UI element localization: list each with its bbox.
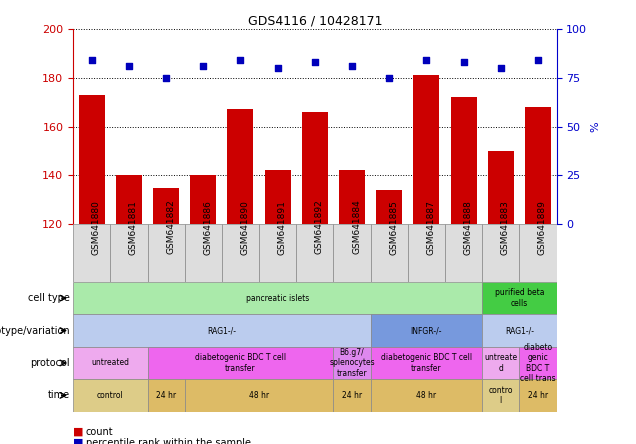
Text: GSM641888: GSM641888	[464, 200, 473, 254]
Bar	[520, 379, 556, 412]
Text: diabeto
genic
BDC T
cell trans: diabeto genic BDC T cell trans	[520, 343, 556, 383]
Text: GSM641882: GSM641882	[166, 200, 175, 254]
Text: diabetogenic BDC T cell
transfer: diabetogenic BDC T cell transfer	[195, 353, 286, 373]
Text: percentile rank within the sample: percentile rank within the sample	[86, 438, 251, 444]
Point	[124, 63, 134, 70]
Text: purified beta
cells: purified beta cells	[495, 289, 544, 308]
Text: 48 hr: 48 hr	[417, 391, 436, 400]
Y-axis label: %: %	[590, 121, 600, 132]
Text: GSM641892: GSM641892	[315, 200, 324, 254]
Text: contro
l: contro l	[488, 386, 513, 405]
Bar	[110, 224, 148, 282]
Bar	[371, 379, 482, 412]
Bar	[482, 224, 520, 282]
Text: GSM641884: GSM641884	[352, 200, 361, 254]
Point	[384, 74, 394, 81]
Bar	[73, 224, 110, 282]
Text: untreate
d: untreate d	[484, 353, 517, 373]
Bar	[153, 187, 179, 224]
Text: diabetogenic BDC T cell
transfer: diabetogenic BDC T cell transfer	[381, 353, 472, 373]
Point	[495, 64, 506, 71]
Text: GSM641891: GSM641891	[278, 200, 287, 254]
Bar	[408, 224, 445, 282]
Bar	[371, 314, 482, 347]
Text: GSM641880: GSM641880	[92, 200, 100, 254]
Text: 24 hr: 24 hr	[528, 391, 548, 400]
Bar	[445, 224, 482, 282]
Bar	[450, 97, 476, 224]
Text: RAG1-/-: RAG1-/-	[505, 326, 534, 335]
Bar	[520, 347, 556, 379]
Text: cell type: cell type	[28, 293, 70, 303]
Bar	[222, 224, 259, 282]
Text: B6.g7/
splenocytes
transfer: B6.g7/ splenocytes transfer	[329, 348, 375, 378]
Text: untreated: untreated	[92, 358, 129, 368]
Bar	[339, 170, 365, 224]
Text: GSM641886: GSM641886	[204, 200, 212, 254]
Bar	[190, 175, 216, 224]
Bar	[79, 95, 105, 224]
Point	[235, 56, 245, 63]
Point	[161, 74, 171, 81]
Bar	[333, 224, 371, 282]
Text: 24 hr: 24 hr	[156, 391, 176, 400]
Bar	[184, 224, 222, 282]
Bar	[482, 282, 556, 314]
Bar	[73, 314, 371, 347]
Point	[86, 56, 97, 63]
Bar	[116, 175, 142, 224]
Point	[533, 56, 543, 63]
Text: ■: ■	[73, 438, 84, 444]
Text: genotype/variation: genotype/variation	[0, 325, 70, 336]
Text: GSM641881: GSM641881	[129, 200, 138, 254]
Bar	[265, 170, 291, 224]
Bar	[73, 282, 482, 314]
Text: count: count	[86, 427, 113, 436]
Bar	[371, 347, 482, 379]
Bar	[333, 379, 371, 412]
Text: control: control	[97, 391, 123, 400]
Text: GSM641883: GSM641883	[501, 200, 509, 254]
Text: GSM641890: GSM641890	[240, 200, 249, 254]
Bar	[184, 379, 333, 412]
Point	[198, 63, 209, 70]
Bar	[482, 347, 520, 379]
Bar	[148, 379, 184, 412]
Text: GSM641887: GSM641887	[426, 200, 436, 254]
Bar	[73, 379, 148, 412]
Bar	[520, 224, 556, 282]
Point	[273, 64, 283, 71]
Bar	[371, 224, 408, 282]
Bar	[228, 109, 254, 224]
Text: 48 hr: 48 hr	[249, 391, 269, 400]
Bar	[148, 224, 184, 282]
Bar	[482, 379, 520, 412]
Bar	[259, 224, 296, 282]
Text: INFGR-/-: INFGR-/-	[411, 326, 442, 335]
Text: time: time	[48, 390, 70, 400]
Text: protocol: protocol	[31, 358, 70, 368]
Text: 24 hr: 24 hr	[342, 391, 362, 400]
Bar	[488, 151, 514, 224]
Title: GDS4116 / 10428171: GDS4116 / 10428171	[247, 15, 382, 28]
Bar	[413, 75, 439, 224]
Point	[421, 56, 431, 63]
Bar	[333, 347, 371, 379]
Bar	[148, 347, 333, 379]
Point	[459, 59, 469, 66]
Text: RAG1-/-: RAG1-/-	[207, 326, 237, 335]
Point	[310, 59, 320, 66]
Bar	[376, 190, 402, 224]
Text: ■: ■	[73, 427, 84, 436]
Bar	[73, 347, 148, 379]
Bar	[525, 107, 551, 224]
Bar	[302, 112, 328, 224]
Point	[347, 63, 357, 70]
Bar	[482, 314, 556, 347]
Text: GSM641889: GSM641889	[538, 200, 547, 254]
Bar	[296, 224, 333, 282]
Text: GSM641885: GSM641885	[389, 200, 398, 254]
Text: pancreatic islets: pancreatic islets	[246, 293, 309, 303]
